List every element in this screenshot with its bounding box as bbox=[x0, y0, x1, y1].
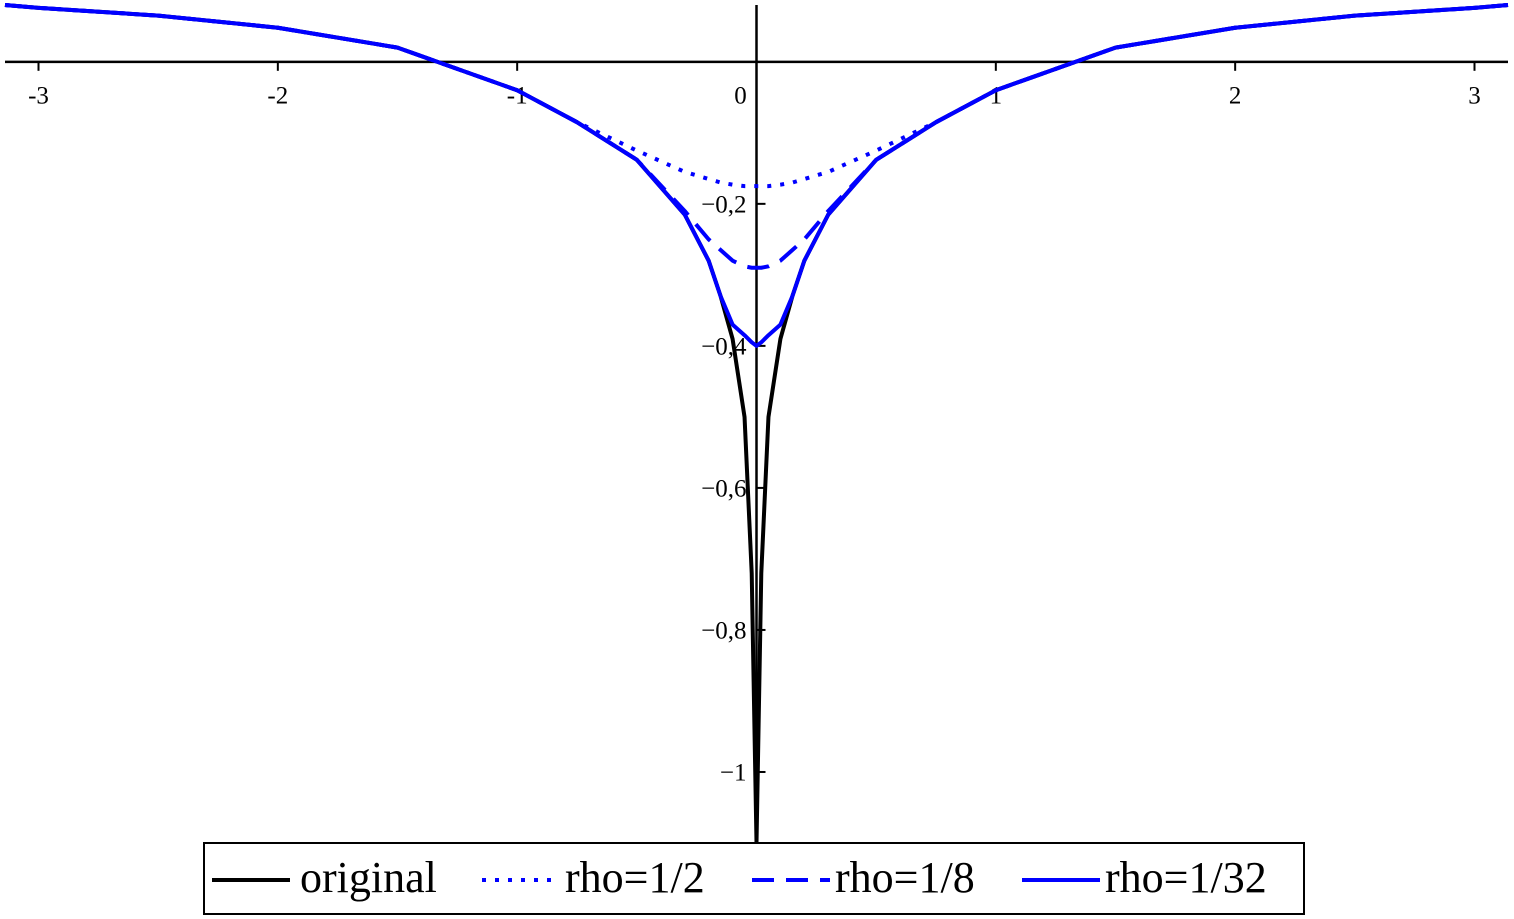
x-tick-label: -3 bbox=[28, 83, 49, 110]
x-tick-label: 0 bbox=[734, 83, 747, 110]
y-tick-label: −1 bbox=[720, 760, 747, 787]
line bbox=[4, 3, 1509, 348]
y-tick-label: −0,2 bbox=[701, 192, 746, 219]
line bbox=[4, 3, 1509, 189]
legend-label: rho=1/32 bbox=[1105, 853, 1267, 902]
y-tick-label: −0,4 bbox=[701, 334, 747, 361]
x-tick-label: 3 bbox=[1468, 83, 1481, 110]
legend-label: rho=1/8 bbox=[835, 853, 975, 902]
y-tick-label: −0,6 bbox=[701, 476, 746, 503]
legend-label: rho=1/2 bbox=[565, 853, 705, 902]
y-tick-label: −0,8 bbox=[701, 618, 746, 645]
x-tick-label: -2 bbox=[267, 83, 288, 110]
legend-label: original bbox=[300, 853, 437, 902]
legend-box bbox=[203, 842, 1305, 915]
x-tick-label: 2 bbox=[1229, 83, 1242, 110]
